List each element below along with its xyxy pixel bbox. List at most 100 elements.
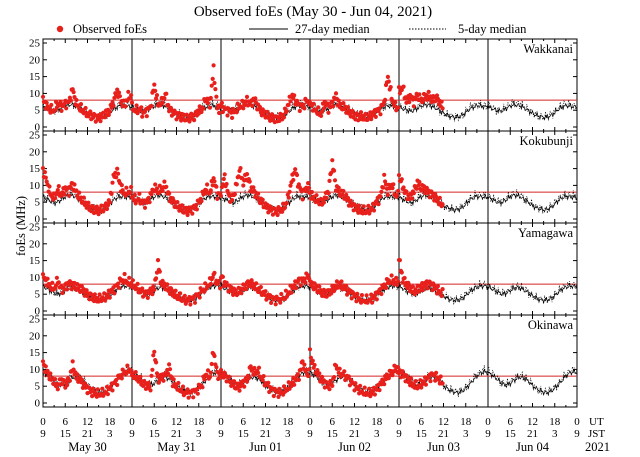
observed-point	[103, 115, 108, 120]
observed-point	[214, 184, 219, 189]
observed-point	[107, 109, 112, 114]
observed-point	[416, 183, 421, 188]
observed-point	[405, 375, 410, 380]
observed-point	[114, 377, 119, 383]
y-tick-label: 5	[35, 381, 41, 393]
observed-point	[138, 374, 143, 379]
observed-point	[434, 370, 439, 375]
y-tick-label: 20	[29, 238, 41, 250]
y-tick-label: 10	[29, 180, 41, 192]
observed-point	[97, 292, 102, 297]
observed-point	[212, 80, 217, 86]
station-label: Okinawa	[528, 318, 574, 332]
station-panels: 0 5 10 15 20 25 Wakkanai 0 5 10 15 20 25 Kokubunji 0 5 1…	[29, 38, 578, 410]
observed-point	[241, 183, 246, 188]
observed-point	[132, 192, 137, 197]
observed-point	[71, 90, 76, 95]
observed-point	[107, 200, 112, 205]
observed-point	[242, 384, 247, 389]
observed-point	[333, 91, 339, 96]
observed-point	[357, 203, 362, 208]
observed-point	[246, 376, 251, 381]
observed-point	[358, 110, 364, 115]
observed-point	[327, 178, 332, 183]
observed-point	[191, 395, 196, 400]
observed-point	[253, 96, 258, 101]
observed-point	[55, 387, 60, 392]
observed-point	[433, 378, 438, 383]
observed-point	[330, 158, 335, 163]
observed-point	[330, 99, 335, 104]
observed-point	[344, 192, 349, 197]
observed-point	[377, 106, 382, 111]
observed-point	[345, 195, 351, 201]
observed-point	[40, 94, 46, 99]
y-tick-label: 15	[29, 71, 41, 83]
observed-point	[286, 195, 291, 200]
y-tick-label: 25	[29, 222, 41, 234]
observed-point	[336, 370, 341, 375]
observed-point	[68, 185, 73, 190]
observed-point	[244, 379, 250, 384]
observed-point	[98, 119, 103, 124]
observed-point	[149, 373, 154, 378]
observed-point	[307, 347, 313, 352]
observed-point	[384, 372, 389, 377]
observed-point	[399, 270, 404, 275]
observed-point	[385, 74, 390, 79]
observed-point	[371, 208, 377, 213]
observed-point	[295, 372, 300, 377]
observed-point	[92, 292, 97, 297]
observed-point	[140, 114, 145, 119]
jst-tick-label: 15	[60, 428, 72, 440]
observed-point	[167, 367, 173, 372]
observed-point	[306, 181, 311, 186]
jst-tick-label: 15	[416, 428, 428, 440]
jst-tick-label: 15	[238, 428, 250, 440]
observed-point	[119, 183, 124, 188]
day-label: Jun 02	[338, 440, 371, 454]
observed-point	[212, 353, 217, 359]
observed-point	[439, 99, 444, 104]
jst-tick-label: 3	[374, 428, 380, 440]
observed-point	[180, 384, 186, 389]
observed-point	[256, 370, 261, 375]
jst-tick-label: 3	[285, 428, 291, 440]
observed-point	[292, 93, 297, 98]
observed-point	[68, 98, 73, 103]
y-tick-label: 5	[35, 105, 41, 117]
observed-point	[307, 367, 312, 372]
observed-point	[150, 367, 155, 372]
legend: Observed foEs 27-day median 5-day median	[56, 22, 527, 36]
observed-point	[227, 374, 232, 379]
y-tick-label: 20	[29, 54, 41, 66]
jst-tick-label: 21	[82, 428, 93, 440]
observed-point	[74, 97, 79, 103]
observed-point	[335, 189, 340, 194]
observed-point	[153, 88, 158, 93]
observed-point	[59, 108, 64, 113]
observed-point	[279, 291, 284, 297]
observed-point	[147, 200, 152, 205]
observed-point	[400, 280, 405, 285]
observed-point	[230, 115, 235, 120]
observed-point	[205, 101, 211, 106]
observed-point	[240, 98, 245, 103]
observed-point	[317, 371, 322, 376]
observed-point	[214, 365, 219, 370]
observed-point	[207, 105, 212, 110]
observed-point	[346, 374, 351, 379]
median-5day-line	[42, 188, 578, 215]
observed-point	[155, 258, 161, 263]
observed-point	[259, 201, 264, 206]
observed-point	[385, 192, 390, 197]
observed-point	[129, 100, 135, 105]
observed-point	[280, 209, 285, 214]
observed-point	[337, 366, 342, 371]
observed-point	[154, 93, 160, 98]
observed-point	[60, 290, 65, 296]
observed-point	[123, 104, 128, 109]
ut-tick-labels: 0 6 12 18 0 6 12 18 0 6 12 18 0 6 12 18 0 6 12 18 0 6 12 18 0	[40, 416, 580, 428]
observed-point	[146, 195, 151, 200]
observed-point	[374, 297, 379, 302]
